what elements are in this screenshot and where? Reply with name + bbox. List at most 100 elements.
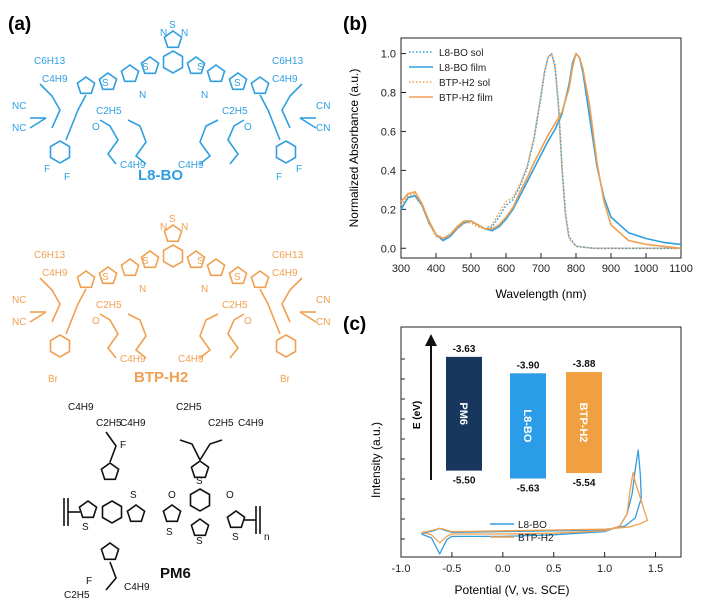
btph2-atoms: N S N S S S S N N NC NC CN CN O O Br Br [12,214,330,385]
legend-label: BTP-H2 sol [439,78,490,89]
btph2-atom: S [234,272,241,283]
energy-axis-label: E (eV) [412,401,423,429]
l8bo-atom: F [296,164,302,175]
l8bo-atom: N [201,90,208,101]
legend-label: BTP-H2 film [439,93,493,104]
pm6-group: C4H9 [238,418,264,429]
l8bo-group: C2H5 [222,106,248,117]
chart-b-yticks: 0.0 0.2 0.4 0.6 0.8 1.0 [381,49,406,255]
x-tick-label: 1000 [634,263,658,275]
btph2-atom: N [181,222,188,233]
energy-bar [446,356,482,471]
btph2-atom: NC [12,295,26,306]
l8bo-group: C6H13 [272,56,304,67]
y-tick-label: 0.2 [381,204,396,216]
energy-axis-arrowhead [425,334,437,346]
btph2-atom: S [102,272,109,283]
btph2-atom: S [197,256,204,267]
btph2-alkyl-groups: C6H13 C4H9 C6H13 C4H9 C2H5 C4H9 C4H9 C2H… [34,250,304,365]
y-tick-label: 0.4 [381,165,396,177]
chart-b-xticks: 300 400 500 600 700 800 900 1000 1100 [392,253,693,275]
pm6-atom: S [130,490,137,501]
x-tick-label: 900 [602,263,620,275]
btph2-atom: Br [280,374,291,385]
l8bo-atom: F [276,172,282,183]
l8bo-group: C4H9 [178,160,204,171]
pm6-atom: O [168,490,176,501]
series-line [400,52,682,250]
l8bo-atom: O [92,122,100,133]
y-tick-label: 1.0 [381,49,396,61]
l8bo-skeleton [29,30,317,165]
l8bo-group: C4H9 [42,74,68,85]
legend-label: L8-BO sol [439,48,483,59]
molecule-btph2: N S N S S S S N N NC NC CN CN O O Br Br … [12,214,330,386]
btph2-atom: O [92,316,100,327]
lumo-label: -3.90 [517,360,540,371]
chart-c-ytick-marks [401,358,405,540]
y-tick-label: 0.0 [381,243,396,255]
pm6-atom: O [226,490,234,501]
l8bo-group: C4H9 [272,74,298,85]
panel-a: (a) [8,14,330,601]
btph2-group: C4H9 [120,354,146,365]
pm6-name: PM6 [160,565,191,582]
btph2-atom: CN [316,295,330,306]
series-line [421,449,642,555]
pm6-group: C2H5 [208,418,234,429]
pm6-atom: S [232,532,239,543]
panel-a-label: (a) [8,14,31,35]
l8bo-atom: F [64,172,70,183]
l8bo-atom: NC [12,123,26,134]
molecule-l8bo: N S N S S S S N N NC NC CN CN O O F F F … [12,20,330,184]
legend-label: L8-BO film [439,63,486,74]
x-tick-label: -1.0 [392,563,411,575]
l8bo-atom: O [244,122,252,133]
btph2-atom: NC [12,317,26,328]
btph2-atom: N [201,284,208,295]
pm6-atom: S [196,536,203,547]
btph2-group: C6H13 [34,250,66,261]
energy-bar-label: L8-BO [521,409,533,442]
pm6-group: C4H9 [68,402,94,413]
energy-bar [510,373,546,479]
chart-c-xlabel: Potential (V, vs. SCE) [455,583,570,597]
l8bo-atom: CN [316,123,330,134]
x-tick-label: 500 [462,263,480,275]
l8bo-atom: CN [316,101,330,112]
pm6-group: C2H5 [176,402,202,413]
panel-c: (c) -1.0 -0.5 0.0 0.5 1.0 1.5 Potential (V, v… [343,314,682,597]
btph2-group: C4H9 [272,268,298,279]
btph2-group: C6H13 [272,250,304,261]
x-tick-label: 800 [567,263,585,275]
chart-c-series [421,449,649,555]
energy-level-inset: E (eV) -3.63 -5.50 PM6 -3.90 -5.63 L8-BO -3.88… [412,334,602,495]
pm6-group: C4H9 [124,582,150,593]
btph2-atom: N [139,284,146,295]
btph2-skeleton [29,224,317,359]
chart-b-xlabel: Wavelength (nm) [496,287,587,301]
molecule-pm6: F F S S S S S S O O n C4H9 C2H5 C4H9 C2H… [63,402,270,601]
energy-bar-label: BTP-H2 [577,403,589,443]
btph2-atom: S [169,214,176,225]
x-tick-label: 600 [497,263,515,275]
panel-b-label: (b) [343,14,367,35]
x-tick-label: 1.5 [648,563,663,575]
x-tick-label: 700 [532,263,550,275]
panel-c-label: (c) [343,314,366,335]
chart-b-ylabel: Normalized Absorbance (a.u.) [347,69,361,228]
legend-label: BTP-H2 [518,533,554,544]
l8bo-alkyl-groups: C6H13 C4H9 C6H13 C4H9 C2H5 C4H9 C4H9 C2H… [34,56,304,171]
chart-c-xticks: -1.0 -0.5 0.0 0.5 1.0 1.5 [392,552,663,575]
lumo-label: -3.88 [573,359,596,370]
l8bo-atom: S [197,62,204,73]
btph2-atom: S [142,256,149,267]
pm6-skeleton [63,431,261,591]
homo-label: -5.63 [517,484,540,495]
pm6-group: C2H5 [96,418,122,429]
btph2-group: C4H9 [42,268,68,279]
energy-bar-label: PM6 [457,402,469,425]
pm6-atom: n [264,532,270,543]
l8bo-atoms: N S N S S S S N N NC NC CN CN O O F F F … [12,20,330,183]
